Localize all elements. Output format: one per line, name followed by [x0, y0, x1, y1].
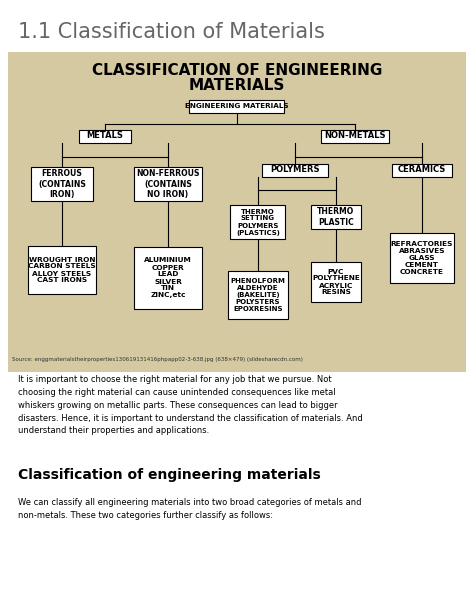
FancyBboxPatch shape	[134, 167, 202, 201]
FancyBboxPatch shape	[311, 205, 361, 229]
Text: ALUMINIUM
COPPER
LEAD
SILVER
TIN
ZINC,etc: ALUMINIUM COPPER LEAD SILVER TIN ZINC,et…	[144, 257, 192, 299]
FancyBboxPatch shape	[31, 167, 93, 201]
Text: NON-METALS: NON-METALS	[324, 132, 386, 140]
Text: POLYMERS: POLYMERS	[270, 166, 320, 175]
Text: THERMO
SETTING
POLYMERS
(PLASTICS): THERMO SETTING POLYMERS (PLASTICS)	[236, 208, 280, 235]
FancyBboxPatch shape	[262, 164, 328, 177]
Text: THERMO
PLASTIC: THERMO PLASTIC	[318, 207, 355, 227]
FancyBboxPatch shape	[190, 99, 284, 113]
Text: We can classify all engineering materials into two broad categories of metals an: We can classify all engineering material…	[18, 498, 362, 520]
FancyBboxPatch shape	[392, 164, 452, 177]
Text: Source: enggmaterialstheirproperties130619131416phpapp02-3-638.jpg (638×479) (sl: Source: enggmaterialstheirproperties1306…	[12, 357, 303, 362]
Text: PVC
POLYTHENE
ACRYLIC
RESINS: PVC POLYTHENE ACRYLIC RESINS	[312, 268, 360, 295]
Text: WROUGHT IRON
CARBON STEELS
ALLOY STEELS
CAST IRONS: WROUGHT IRON CARBON STEELS ALLOY STEELS …	[28, 256, 96, 283]
Text: NON-FERROUS
(CONTAINS
NO IRON): NON-FERROUS (CONTAINS NO IRON)	[136, 169, 200, 199]
Text: It is important to choose the right material for any job that we pursue. Not
cho: It is important to choose the right mate…	[18, 375, 363, 435]
Text: CLASSIFICATION OF ENGINEERING: CLASSIFICATION OF ENGINEERING	[92, 63, 382, 78]
FancyBboxPatch shape	[134, 247, 202, 309]
FancyBboxPatch shape	[8, 52, 466, 372]
FancyBboxPatch shape	[321, 129, 389, 142]
Text: MATERIALS: MATERIALS	[189, 78, 285, 93]
FancyBboxPatch shape	[28, 246, 96, 294]
Text: CERAMICS: CERAMICS	[398, 166, 446, 175]
FancyBboxPatch shape	[311, 262, 361, 302]
Text: ENGINEERING MATERIALS: ENGINEERING MATERIALS	[185, 103, 289, 109]
Text: METALS: METALS	[87, 132, 123, 140]
FancyBboxPatch shape	[390, 233, 454, 283]
FancyBboxPatch shape	[230, 205, 285, 239]
FancyBboxPatch shape	[79, 129, 131, 142]
Text: 1.1 Classification of Materials: 1.1 Classification of Materials	[18, 22, 325, 42]
Text: FERROUS
(CONTAINS
IRON): FERROUS (CONTAINS IRON)	[38, 169, 86, 199]
Text: REFRACTORIES
ABRASIVES
GLASS
CEMENT
CONCRETE: REFRACTORIES ABRASIVES GLASS CEMENT CONC…	[391, 241, 453, 275]
Text: Classification of engineering materials: Classification of engineering materials	[18, 468, 321, 482]
FancyBboxPatch shape	[228, 271, 288, 319]
Text: PHENOLFORM
ALDEHYDE
(BAKELITE)
POLYSTERS
EPOXRESINS: PHENOLFORM ALDEHYDE (BAKELITE) POLYSTERS…	[230, 278, 285, 312]
